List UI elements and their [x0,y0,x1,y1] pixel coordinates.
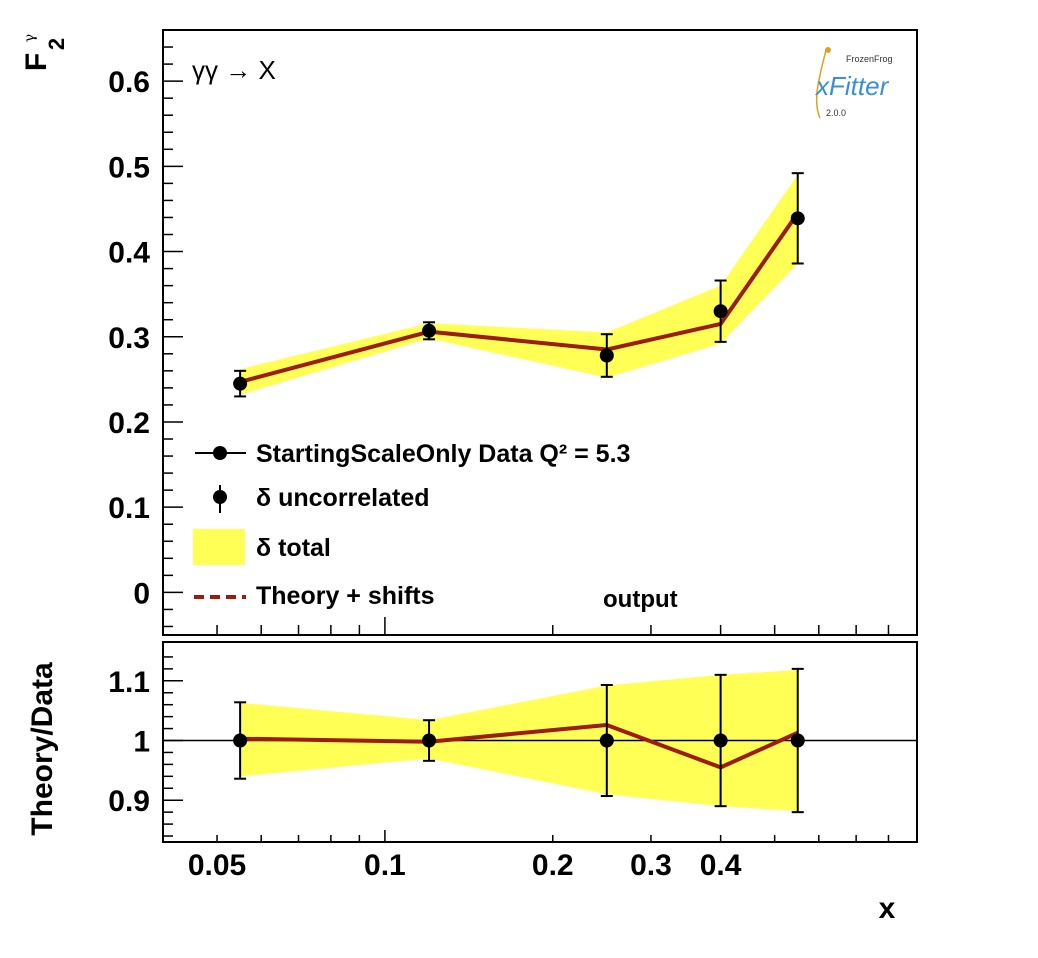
main-y-axis-title-f: F [20,53,53,71]
logo-dot [825,47,831,53]
ratio-axis-ticks [163,656,890,842]
x-tick-labels: 0.05 0.1 0.2 0.3 0.4 [188,849,742,882]
main-axis-ticks [163,46,890,635]
ratio-y-tick-label: 1 [133,726,150,759]
x-tick-label: 0.05 [188,849,246,882]
process-annotation: γγ → X [192,55,276,85]
x-axis-title: x [879,892,896,925]
legend-label-theory: Theory + shifts [256,582,435,610]
main-data-point [599,348,614,363]
legend-marker-swatch [213,446,227,460]
main-y-axis-title-two: 2 [44,38,69,50]
main-y-axis-title: F [20,53,53,71]
main-data-points [233,172,805,398]
ratio-data-point [790,733,805,748]
main-data-point [233,376,248,391]
logo-swoosh [815,49,827,119]
ratio-y-axis-title-text: Theory/Data [26,662,59,836]
ratio-y-tick-label: 0.9 [108,785,150,818]
x-tick-label: 0.1 [364,849,406,882]
legend-errorbar-marker [213,490,227,504]
main-data-point [790,211,805,226]
ratio-plot-frame [162,641,918,843]
main-y-tick-label: 0.4 [108,237,150,270]
ratio-data-point [422,733,437,748]
main-y-tick-label: 0.6 [108,66,150,99]
legend-band-swatch [193,529,245,565]
main-y-tick-label: 0.1 [108,492,150,525]
ratio-y-tick-labels: 0.9 1 1.1 [108,666,150,818]
x-tick-label: 0.4 [700,849,742,882]
main-data-point [422,323,437,338]
main-plot-frame [162,29,918,636]
ratio-data-point [233,733,248,748]
x-tick-label: 0.2 [532,849,574,882]
logo-maker: FrozenFrog [846,54,893,64]
main-y-tick-label: 0.2 [108,407,150,440]
main-y-tick-label: 0.5 [108,151,150,184]
legend-label-data: StartingScaleOnly Data Q² = 5.3 [256,440,630,468]
main-y-tick-label: 0.3 [108,322,150,355]
ratio-data-point [713,733,728,748]
main-y-tick-label: 0 [133,577,150,610]
output-annotation: output [603,586,678,613]
main-y-axis-title-sub: 2 [44,38,69,50]
ratio-y-axis-title: Theory/Data [26,662,59,836]
logo-brand: xFitter [814,71,890,101]
legend-label-total: δ total [256,534,331,562]
legend-label-uncorrelated: δ uncorrelated [256,484,430,512]
ratio-data-point [599,733,614,748]
logo-version: 2.0.0 [826,108,846,118]
main-data-point [713,304,728,319]
main-y-axis-title-sup: γ [22,34,38,42]
ratio-y-tick-label: 1.1 [108,666,150,699]
main-y-axis-title-gamma: γ [22,34,38,42]
legend: StartingScaleOnly Data Q² = 5.3 δ uncorr… [193,440,630,610]
ratio-data-points [233,667,805,814]
main-y-tick-labels: 0 0.1 0.2 0.3 0.4 0.5 0.6 [108,66,150,610]
xfitter-logo: FrozenFrog xFitter 2.0.0 [814,47,893,119]
x-tick-label: 0.3 [630,849,672,882]
